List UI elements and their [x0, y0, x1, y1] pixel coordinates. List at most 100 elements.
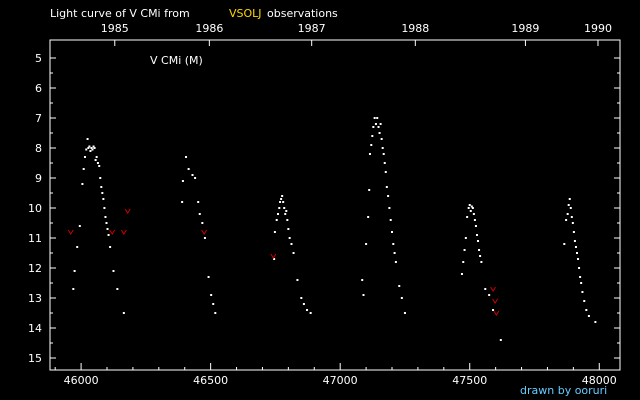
- x-tick-label: 46000: [64, 374, 99, 387]
- magnitude-point: [300, 297, 303, 299]
- magnitude-point: [85, 148, 88, 151]
- fainter-than-point: [490, 286, 496, 292]
- magnitude-point: [393, 252, 396, 254]
- magnitude-point: [467, 207, 470, 209]
- y-tick-label: 7: [35, 112, 42, 125]
- magnitude-point: [377, 126, 380, 128]
- y-tick-label: 13: [28, 292, 42, 305]
- magnitude-point: [587, 315, 590, 317]
- title-prefix: Light curve of V CMi from: [50, 7, 190, 20]
- y-tick-label: 10: [28, 202, 42, 215]
- magnitude-point: [203, 237, 206, 239]
- magnitude-point: [287, 228, 290, 230]
- magnitude-point: [368, 189, 371, 191]
- magnitude-point: [198, 213, 201, 215]
- magnitude-point: [468, 204, 471, 206]
- magnitude-point: [370, 144, 373, 146]
- magnitude-point: [574, 246, 577, 248]
- magnitude-point: [372, 126, 375, 128]
- magnitude-point: [566, 213, 569, 215]
- fainter-than-point: [109, 229, 116, 235]
- magnitude-point: [464, 237, 467, 239]
- x-tick-label: 46500: [193, 374, 228, 387]
- magnitude-point: [392, 243, 395, 245]
- magnitude-point: [568, 198, 571, 200]
- magnitude-point: [463, 249, 466, 251]
- magnitude-point: [94, 159, 97, 161]
- magnitude-point: [288, 237, 291, 239]
- magnitude-point: [472, 213, 475, 215]
- magnitude-point: [187, 168, 190, 170]
- magnitude-point: [214, 312, 217, 314]
- magnitude-point: [381, 147, 384, 149]
- magnitude-point: [109, 246, 112, 248]
- magnitude-point: [309, 312, 312, 314]
- magnitude-point: [567, 204, 570, 206]
- fainter-than-point: [67, 229, 74, 235]
- magnitude-point: [104, 216, 107, 218]
- magnitude-point: [398, 285, 401, 287]
- magnitude-point: [279, 201, 282, 203]
- magnitude-point: [277, 213, 279, 215]
- chart-title: Light curve of V CMi from VSOLJ observat…: [50, 7, 338, 20]
- y-axis: 5 6 7 8 9 10 11 12 13 14 15: [28, 52, 620, 365]
- year-label: 1988: [401, 22, 429, 35]
- title-source: VSOLJ: [229, 7, 262, 20]
- magnitude-point: [387, 195, 390, 197]
- magnitude-point: [95, 156, 98, 158]
- magnitude-point: [361, 279, 364, 281]
- magnitude-point: [76, 246, 79, 248]
- magnitude-point: [367, 216, 370, 218]
- magnitude-point: [285, 210, 288, 212]
- magnitude-point: [286, 219, 289, 221]
- fainter-than-point: [120, 229, 127, 235]
- magnitude-point: [383, 162, 386, 164]
- magnitude-point: [212, 303, 215, 305]
- magnitude-point: [103, 207, 106, 209]
- magnitude-point: [384, 171, 387, 173]
- magnitude-point: [210, 294, 213, 296]
- magnitude-point: [492, 309, 495, 311]
- magnitude-point: [583, 300, 586, 302]
- magnitude-point: [470, 205, 473, 208]
- magnitude-point: [563, 243, 566, 245]
- magnitude-point: [72, 288, 75, 290]
- magnitude-point: [473, 219, 476, 221]
- magnitude-point: [112, 270, 115, 272]
- magnitude-point: [99, 177, 102, 179]
- magnitude-point: [283, 207, 286, 209]
- star-label: V CMi (M): [150, 54, 203, 67]
- y-tick-label: 9: [35, 172, 42, 185]
- magnitude-point: [571, 222, 574, 224]
- magnitude-point: [100, 186, 103, 188]
- magnitude-point: [385, 186, 388, 188]
- magnitude-point: [594, 321, 597, 323]
- magnitude-point: [296, 279, 299, 281]
- magnitude-point: [478, 249, 481, 251]
- magnitude-point: [306, 309, 309, 311]
- year-label: 1987: [298, 22, 326, 35]
- magnitude-point: [460, 273, 463, 275]
- magnitude-point: [565, 219, 568, 221]
- x-axis: 46000 46500 47000 47500 48000: [54, 363, 617, 387]
- magnitude-point: [194, 177, 197, 179]
- magnitude-point: [302, 303, 305, 305]
- year-axis: 1985 1986 1987 1988 1989 1990: [101, 22, 612, 46]
- magnitude-point: [389, 219, 392, 221]
- magnitude-point: [572, 231, 575, 233]
- magnitude-point: [469, 210, 472, 212]
- magnitude-point: [185, 156, 188, 158]
- magnitude-point: [122, 312, 125, 314]
- title-suffix: observations: [267, 7, 338, 20]
- magnitude-point: [403, 312, 406, 314]
- magnitude-point: [378, 132, 381, 134]
- magnitude-point: [499, 339, 502, 341]
- magnitude-point: [98, 165, 101, 167]
- magnitude-point: [475, 234, 478, 236]
- magnitude-point: [577, 258, 580, 260]
- magnitude-point: [585, 309, 588, 311]
- magnitude-point: [579, 276, 582, 278]
- magnitude-point: [391, 231, 393, 233]
- fainter-than-point: [493, 310, 500, 316]
